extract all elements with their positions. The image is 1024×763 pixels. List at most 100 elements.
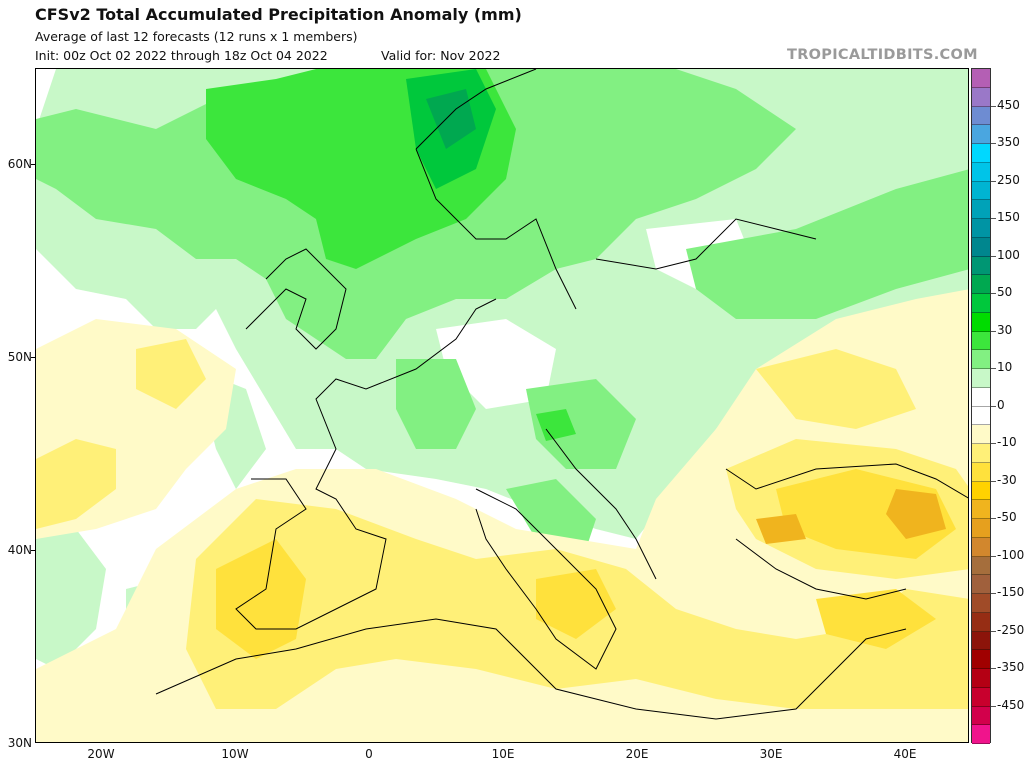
lon-label: 20E <box>625 747 649 761</box>
colorbar-segment <box>972 687 990 707</box>
colorbar-segment <box>972 650 990 669</box>
colorbar-label: 100 <box>997 247 1020 262</box>
lat-label: 40N <box>7 543 32 557</box>
colorbar-tick <box>991 705 996 707</box>
colorbar-tick <box>991 593 996 594</box>
colorbar-segment <box>972 425 990 444</box>
colorbar-label: 450 <box>997 97 1020 112</box>
colorbar-segment <box>972 69 990 88</box>
anomaly-area-50 <box>536 409 576 441</box>
colorbar-segment <box>972 575 990 594</box>
colorbar-label: -350 <box>997 660 1024 674</box>
colorbar-segment <box>972 387 990 407</box>
colorbar-segment <box>972 706 990 726</box>
colorbar-tick <box>991 143 996 144</box>
colorbar-segment <box>972 162 990 182</box>
colorbar-segment <box>972 144 990 163</box>
precipitation-anomaly-map <box>35 68 969 743</box>
lon-label: 20W <box>87 747 115 761</box>
lon-label: 30E <box>759 747 783 761</box>
colorbar-segment <box>972 500 990 519</box>
colorbar-tick <box>991 668 996 669</box>
colorbar-segment <box>972 331 990 351</box>
colorbar-label: 350 <box>997 135 1020 149</box>
anomaly-area-neg50 <box>536 569 616 639</box>
anomaly-area-30 <box>526 379 636 469</box>
anomaly-area-30 <box>686 169 968 319</box>
lon-label: 10W <box>221 747 249 761</box>
colorbar-segment <box>972 106 990 126</box>
colorbar-tick <box>991 255 996 257</box>
colorbar-segment <box>972 631 990 651</box>
colorbar-tick <box>991 293 996 294</box>
colorbar-segment <box>972 537 990 557</box>
colorbar-segment <box>972 256 990 276</box>
colorbar-label: -10 <box>997 435 1017 449</box>
colorbar-segment <box>972 556 990 576</box>
colorbar-label: 50 <box>997 285 1013 299</box>
colorbar-label: -50 <box>997 510 1017 524</box>
anomaly-area-neg50 <box>816 589 936 649</box>
lon-label: 40E <box>893 747 917 761</box>
colorbar-label: 150 <box>997 210 1020 224</box>
anomaly-area-neg30 <box>756 349 916 429</box>
coastlines <box>155 69 968 720</box>
colorbar-segment <box>972 87 990 107</box>
lat-label: 60N <box>7 157 32 171</box>
colorbar-tick <box>991 518 996 519</box>
colorbar <box>971 68 991 744</box>
anomaly-area-neg30 <box>36 439 116 529</box>
colorbar-label: -250 <box>997 622 1024 637</box>
colorbar-segment <box>972 350 990 369</box>
colorbar-label: 250 <box>997 172 1020 187</box>
chart-title: CFSv2 Total Accumulated Precipitation An… <box>35 5 522 24</box>
subtitle: Average of last 12 forecasts (12 runs x … <box>35 29 358 44</box>
colorbar-label: -450 <box>997 697 1024 712</box>
colorbar-segment <box>972 519 990 538</box>
colorbar-segment <box>972 237 990 257</box>
colorbar-segment <box>972 594 990 613</box>
lat-tick <box>31 164 35 165</box>
lat-tick <box>31 550 35 551</box>
colorbar-tick <box>991 218 996 219</box>
anomaly-area-10 <box>36 529 106 669</box>
valid-time: Valid for: Nov 2022 <box>381 48 501 63</box>
anomaly-area-neg30 <box>136 339 206 409</box>
colorbar-segment <box>972 275 990 294</box>
anomaly-area-30 <box>506 479 596 549</box>
map-field <box>36 69 968 742</box>
colorbar-segment <box>972 125 990 144</box>
colorbar-segment <box>972 200 990 219</box>
anomaly-area-neg50 <box>886 489 946 539</box>
colorbar-segment <box>972 669 990 688</box>
init-time: Init: 00z Oct 02 2022 through 18z Oct 04… <box>35 48 328 63</box>
colorbar-label: -150 <box>997 585 1024 599</box>
colorbar-tick <box>991 105 996 107</box>
colorbar-segment <box>972 481 990 501</box>
colorbar-tick <box>991 555 996 557</box>
colorbar-segment <box>972 181 990 201</box>
colorbar-segment <box>972 612 990 632</box>
colorbar-tick <box>991 405 996 407</box>
colorbar-segment <box>972 406 990 426</box>
colorbar-tick <box>991 330 996 332</box>
colorbar-label: -30 <box>997 472 1017 487</box>
lat-label: 30N <box>7 736 32 750</box>
colorbar-tick <box>991 630 996 632</box>
colorbar-tick <box>991 480 996 482</box>
colorbar-tick <box>991 443 996 444</box>
colorbar-label: 30 <box>997 322 1013 337</box>
lat-label: 50N <box>7 350 32 364</box>
lon-label: 10E <box>491 747 515 761</box>
colorbar-label: -100 <box>997 547 1024 562</box>
colorbar-segment <box>972 444 990 463</box>
watermark: TROPICALTIDBITS.COM <box>787 47 978 63</box>
colorbar-segment <box>972 219 990 238</box>
anomaly-area-neg50 <box>756 514 806 544</box>
anomaly-area-30 <box>396 359 476 449</box>
colorbar-label: 10 <box>997 360 1013 374</box>
colorbar-segment <box>972 725 990 744</box>
colorbar-tick <box>991 368 996 369</box>
lon-label: 0 <box>365 747 373 761</box>
colorbar-tick <box>991 180 996 182</box>
